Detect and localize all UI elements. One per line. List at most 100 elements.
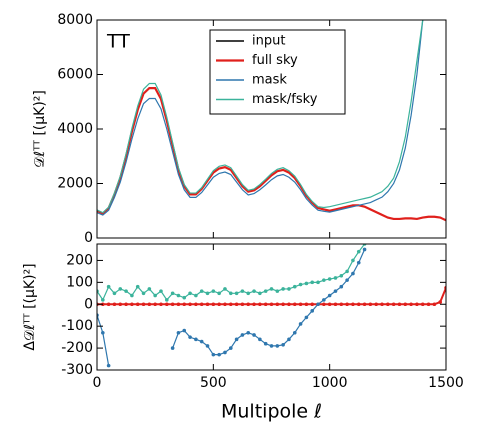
point-marker	[339, 302, 344, 307]
point-marker	[362, 302, 367, 307]
point-marker	[269, 344, 274, 348]
point-marker	[118, 287, 123, 291]
point-marker	[298, 322, 303, 326]
point-marker	[327, 302, 332, 307]
legend-label: input	[252, 34, 285, 49]
point-marker	[199, 289, 204, 293]
point-marker	[397, 302, 402, 307]
y-tick-label: 0	[84, 296, 93, 312]
point-marker	[106, 284, 111, 289]
y-tick-label: 200	[66, 252, 93, 268]
annotation: TT	[106, 31, 130, 53]
point-marker	[112, 302, 117, 307]
point-marker	[356, 302, 361, 307]
point-marker	[275, 289, 280, 293]
plot-area	[97, 244, 446, 368]
series-line	[97, 20, 424, 214]
point-marker	[304, 315, 309, 320]
legend-label: full sky	[252, 53, 298, 68]
point-marker	[234, 302, 239, 307]
point-marker	[240, 289, 245, 293]
point-marker	[211, 302, 216, 307]
point-marker	[170, 302, 175, 307]
point-marker	[298, 282, 303, 287]
y-axis-label: 𝒟ℓᵀᵀ [(μK)²]	[32, 90, 48, 168]
x-tick-label: 1500	[428, 375, 464, 391]
point-marker	[292, 284, 297, 289]
point-marker	[298, 302, 303, 307]
legend-label: mask/fsky	[252, 92, 318, 107]
point-marker	[240, 302, 245, 307]
point-marker	[304, 302, 309, 307]
point-marker	[217, 291, 221, 296]
point-marker	[374, 302, 379, 307]
point-marker	[386, 302, 390, 307]
point-marker	[101, 298, 105, 302]
point-marker	[432, 302, 437, 307]
series-line	[97, 20, 424, 216]
point-marker	[182, 328, 187, 333]
point-marker	[199, 339, 204, 344]
point-marker	[310, 309, 315, 313]
point-marker	[362, 247, 367, 252]
point-marker	[420, 302, 425, 307]
point-marker	[240, 333, 245, 337]
point-marker	[368, 302, 373, 307]
point-marker	[188, 335, 192, 339]
point-marker	[327, 293, 332, 298]
point-marker	[228, 346, 233, 350]
point-marker	[333, 302, 338, 307]
point-marker	[391, 302, 396, 307]
point-marker	[269, 287, 274, 291]
point-marker	[322, 302, 326, 307]
point-marker	[246, 291, 251, 296]
point-marker	[106, 302, 111, 307]
point-marker	[194, 337, 198, 342]
point-marker	[234, 291, 239, 296]
point-marker	[351, 271, 355, 276]
point-marker	[199, 302, 204, 307]
point-marker	[403, 302, 408, 307]
y-tick-label: 100	[66, 274, 93, 290]
point-marker	[258, 302, 262, 307]
point-marker	[135, 302, 140, 307]
series-line	[97, 87, 446, 222]
point-marker	[322, 278, 326, 282]
point-marker	[135, 284, 140, 289]
point-marker	[170, 346, 175, 350]
point-marker	[211, 352, 216, 357]
point-marker	[217, 352, 221, 357]
point-marker	[292, 330, 297, 335]
point-marker	[258, 291, 262, 296]
y-axis-label: Δ𝒟ℓᵀᵀ [(μK)²]	[22, 263, 38, 350]
point-marker	[275, 302, 280, 307]
y-tick-label: 4000	[57, 121, 93, 137]
point-marker	[415, 302, 419, 307]
point-marker	[287, 302, 291, 307]
point-marker	[165, 302, 169, 307]
x-axis-label: Multipole ℓ	[221, 401, 322, 423]
y-tick-label: -300	[61, 362, 93, 378]
point-marker	[130, 293, 134, 298]
point-marker	[159, 289, 163, 293]
point-marker	[182, 295, 187, 300]
point-marker	[327, 277, 332, 281]
point-marker	[287, 337, 291, 342]
plot-area	[97, 20, 446, 222]
point-marker	[234, 337, 239, 342]
point-marker	[345, 302, 349, 307]
point-marker	[310, 280, 315, 285]
point-marker	[170, 291, 175, 296]
point-marker	[223, 350, 227, 355]
point-marker	[281, 302, 285, 307]
point-marker	[205, 291, 210, 296]
point-marker	[246, 330, 251, 335]
point-marker	[339, 284, 344, 289]
point-marker	[176, 302, 181, 307]
point-marker	[165, 298, 169, 302]
y-tick-label: 0	[84, 230, 93, 246]
y-tick-label: 8000	[57, 12, 93, 28]
point-marker	[246, 302, 251, 307]
point-marker	[124, 289, 128, 293]
